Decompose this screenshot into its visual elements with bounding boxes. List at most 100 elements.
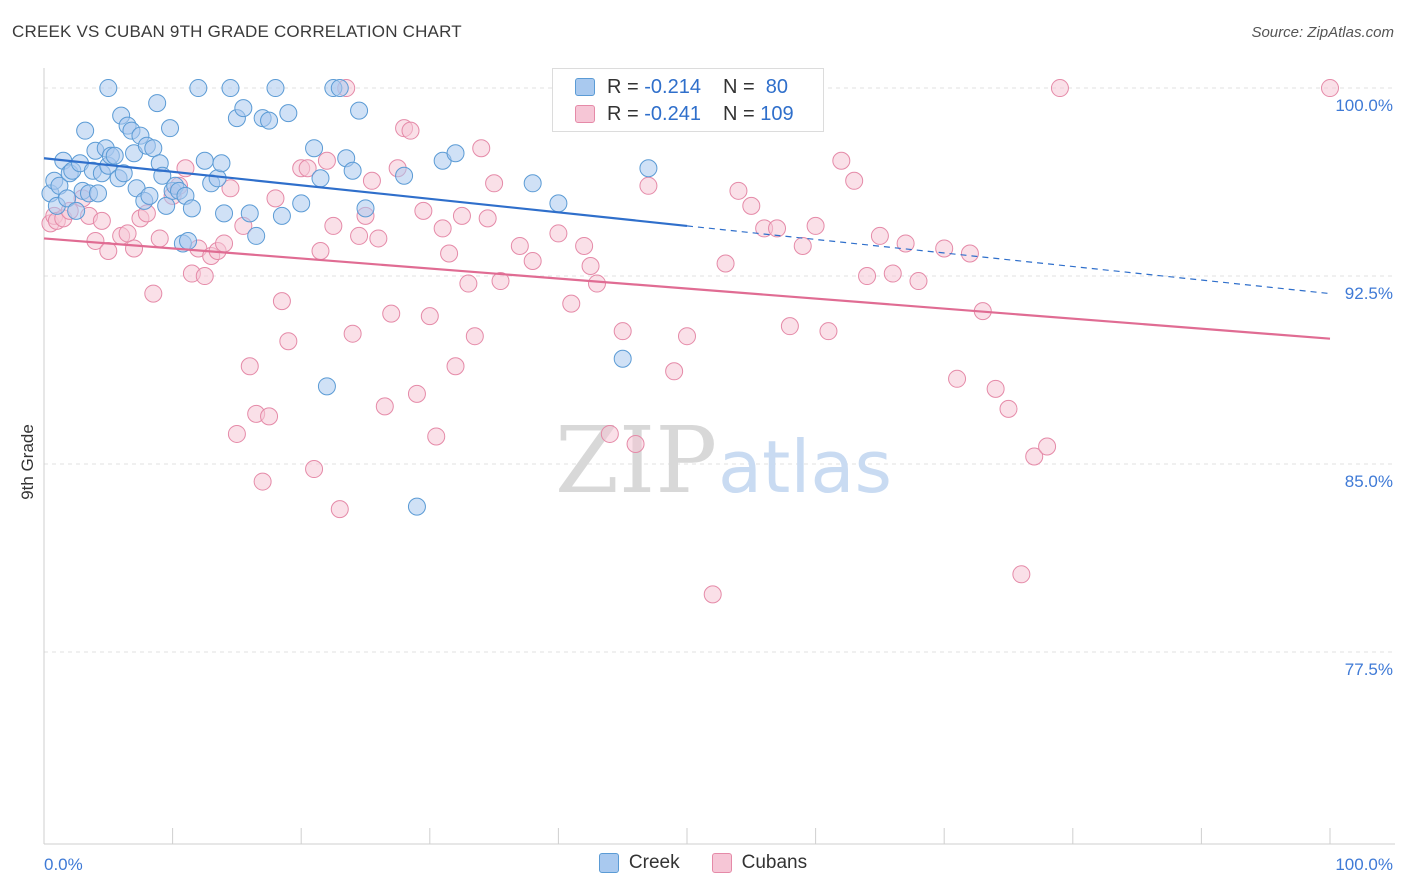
cubans-point (549, 224, 568, 243)
cubans-point (362, 171, 381, 190)
creek-point (407, 497, 426, 516)
cubans-point (420, 307, 439, 326)
legend-n-value-cubans: 109 (760, 102, 794, 125)
cubans-point (330, 500, 349, 519)
cubans-point (858, 267, 877, 286)
cubans-point (600, 424, 619, 443)
cubans-point (99, 241, 118, 260)
cubans-point (92, 211, 111, 230)
creek-point (182, 199, 201, 218)
cubans-point (375, 397, 394, 416)
cubans-point (896, 234, 915, 253)
cubans-point (472, 139, 491, 158)
creek-point (76, 121, 95, 140)
creek-point (446, 144, 465, 163)
cubans-point (510, 236, 529, 255)
cubans-point (279, 332, 298, 351)
creek-point (212, 154, 231, 173)
cubans-point (407, 384, 426, 403)
creek-point (99, 79, 118, 98)
chart-title: CREEK VS CUBAN 9TH GRADE CORRELATION CHA… (12, 22, 462, 41)
cubans-point (1025, 447, 1044, 466)
cubans-point (639, 176, 658, 195)
cubans-point (298, 159, 317, 178)
creek-point (279, 104, 298, 123)
creek-point (105, 146, 124, 165)
cubans-point (440, 244, 459, 263)
creek-trend-extension (686, 225, 1331, 295)
creek-point (179, 231, 198, 250)
cubans-point (459, 274, 478, 293)
legend-item-creek[interactable]: Creek (598, 852, 680, 874)
cubans-point (703, 585, 722, 604)
cubans-point (324, 216, 343, 235)
cubans-point (150, 229, 169, 248)
legend-row-creek: R = -0.214 N = 80 (575, 74, 788, 100)
cubans-point (144, 284, 163, 303)
cubans-point (1321, 79, 1339, 98)
cubans-point (369, 229, 388, 248)
series-cubans-points (41, 79, 1339, 604)
watermark-atlas: atlas (718, 425, 892, 509)
tick-labels: 77.5% 85.0% 92.5% 100.0% 0.0% 100.0% (44, 96, 1393, 874)
cubans-point (195, 267, 214, 286)
cubans-point (491, 272, 510, 291)
y-tick-label: 85.0% (1345, 472, 1393, 491)
cubans-point (427, 427, 446, 446)
legend-swatch-creek (575, 78, 595, 96)
correlation-legend: R = -0.214 N = 80 R = -0.241 N = 109 (552, 68, 824, 132)
watermark: ZIP atlas (555, 407, 892, 514)
creek-point (240, 204, 259, 223)
creek-point (247, 226, 266, 245)
cubans-point (768, 219, 787, 238)
y-tick-label: 92.5% (1345, 284, 1393, 303)
cubans-point (523, 252, 542, 270)
cubans-point (266, 189, 285, 208)
cubans-point (986, 379, 1005, 398)
legend-row-cubans: R = -0.241 N = 109 (575, 101, 794, 127)
cubans-point (562, 294, 581, 313)
cubans-point (433, 219, 452, 238)
legend-item-cubans[interactable]: Cubans (711, 852, 807, 874)
cubans-point (729, 181, 748, 200)
creek-point (272, 206, 291, 225)
watermark-zip: ZIP (555, 407, 717, 514)
series-creek-points (41, 79, 658, 516)
creek-point (234, 99, 253, 118)
creek-point (343, 161, 362, 180)
cubans-point (716, 254, 735, 273)
creek-point (195, 151, 214, 170)
creek-point (260, 111, 279, 130)
x-tick-label: 0.0% (44, 855, 83, 874)
trend-lines (43, 157, 1331, 340)
creek-point (292, 194, 311, 213)
cubans-point (665, 362, 684, 381)
cubans-point (1050, 79, 1069, 98)
cubans-point (305, 460, 324, 479)
creek-point (189, 79, 208, 98)
cubans-point (478, 209, 497, 228)
creek-point (305, 139, 324, 158)
cubans-point (819, 322, 838, 341)
cubans-point (272, 292, 291, 311)
creek-point (215, 204, 234, 223)
cubans-point (414, 201, 433, 220)
creek-point (350, 101, 369, 120)
creek-point (330, 79, 349, 98)
creek-point (208, 169, 227, 188)
y-tick-label: 77.5% (1345, 660, 1393, 679)
x-tick-label: 100.0% (1335, 855, 1393, 874)
creek-point (356, 199, 375, 218)
cubans-point (742, 196, 761, 215)
cubans-point (350, 226, 369, 245)
creek-point (148, 94, 167, 113)
cubans-point (575, 236, 594, 255)
cubans-point (678, 327, 696, 346)
cubans-point (221, 179, 240, 198)
cubans-point (870, 226, 889, 245)
legend-swatch-cubans (575, 105, 595, 123)
cubans-point (960, 244, 979, 263)
cubans-point (227, 424, 246, 443)
cubans-point (581, 257, 600, 276)
cubans-point (948, 369, 967, 388)
